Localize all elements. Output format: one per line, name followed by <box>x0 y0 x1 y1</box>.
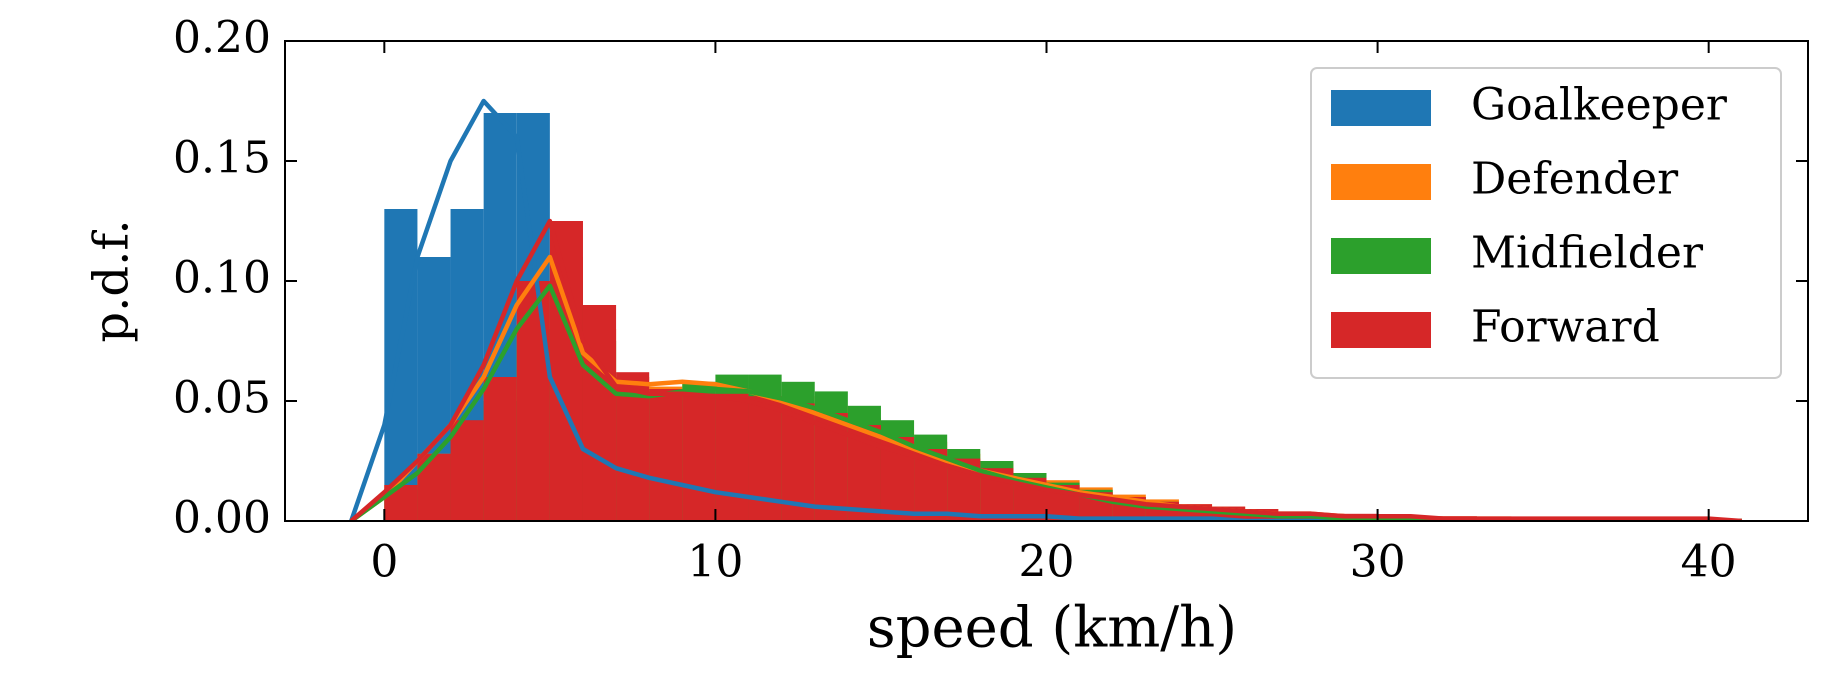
kde-line <box>349 283 1742 521</box>
x-tick-label: 20 <box>1019 537 1075 588</box>
histogram-bar <box>450 420 484 521</box>
plot-area <box>349 98 1742 521</box>
legend-frame <box>1310 67 1782 379</box>
histogram-bar <box>649 389 683 521</box>
legend-label: Forward <box>1471 302 1660 353</box>
legend-swatch <box>1331 312 1431 348</box>
histogram-bar <box>715 393 749 521</box>
legend-label: Defender <box>1471 154 1679 205</box>
legend: Goalkeeper Defender Midfielder Forward <box>1310 67 1782 379</box>
x-axis-label: speed (km/h) <box>867 596 1237 661</box>
y-tick-label: 0.00 <box>173 493 271 544</box>
y-tick-label: 0.20 <box>173 13 271 64</box>
histogram-bar <box>582 305 617 521</box>
legend-swatch <box>1331 164 1431 200</box>
y-tick-label: 0.10 <box>173 253 271 304</box>
y-tick-label: 0.05 <box>173 373 271 424</box>
kde-line <box>349 218 1742 521</box>
x-tick-label: 0 <box>370 537 398 588</box>
legend-swatch <box>1331 238 1431 274</box>
legend-label: Midfielder <box>1471 228 1704 279</box>
histogram-bar <box>682 393 716 521</box>
x-tick-label: 30 <box>1350 537 1406 588</box>
x-tick-label: 40 <box>1681 537 1737 588</box>
y-axis-label: p.d.f. <box>84 219 140 342</box>
legend-label: Goalkeeper <box>1471 80 1728 131</box>
legend-swatch <box>1331 90 1431 126</box>
histogram-bar <box>483 377 517 521</box>
histogram-bar <box>417 453 451 521</box>
histogram-bar <box>516 281 550 521</box>
x-tick-label: 10 <box>687 537 743 588</box>
y-tick-label: 0.15 <box>173 133 271 184</box>
